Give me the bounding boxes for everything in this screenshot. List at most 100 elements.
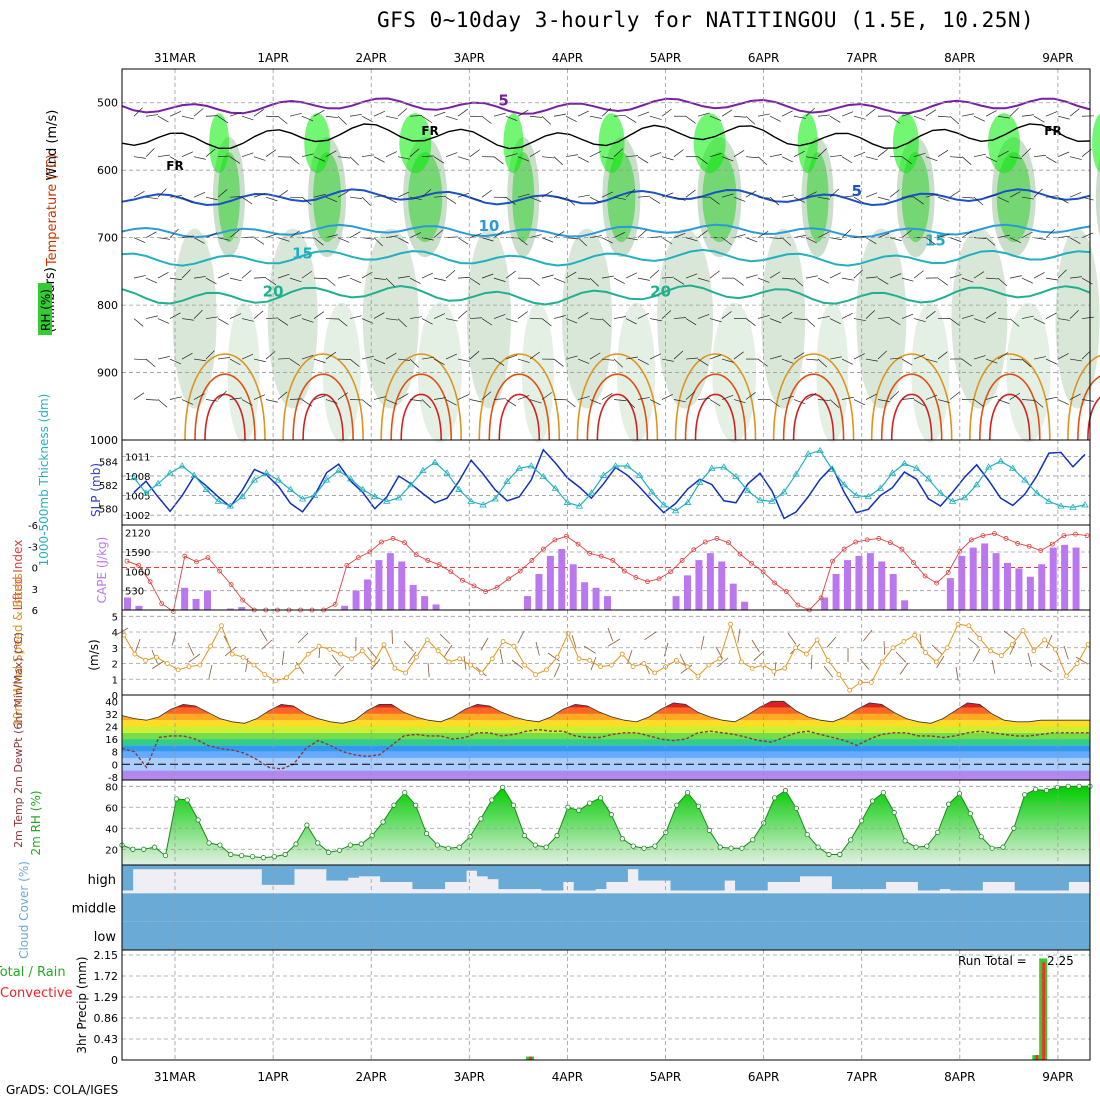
wind-barb [493,156,504,165]
cloud-cell [1079,893,1091,922]
thickness-point [491,495,499,502]
surface-wind-barb [370,658,381,671]
wind-barb [865,156,878,161]
wind-speed-point [825,657,831,663]
cloud-cell [143,865,155,870]
precip-frame [121,949,1091,1061]
wind-barb [265,233,278,238]
wind-barb [637,156,649,164]
wind-barb [529,351,540,360]
cloud-cell [175,893,187,922]
rh-point [239,852,245,859]
wind-speed-point [890,645,896,651]
rh-point [848,837,854,843]
lifted-index-point [899,546,905,552]
wind-speed-point [868,680,874,685]
surface-wind-barb [936,655,945,669]
cape-bar [901,600,909,610]
wind-barb [421,155,434,158]
cloud-cell [433,865,446,890]
wind-barb [637,111,650,117]
cloud-cell [466,865,478,871]
surface-wind-barb [931,644,943,655]
surface-wind-barb [967,637,979,648]
wind-barb [709,354,722,360]
wind-tick-label: 0 [112,691,118,702]
wind-barb [397,318,407,328]
cloud-cell [122,893,134,922]
wind-barb [937,399,950,403]
rh-point [695,803,702,809]
wind-barb [673,149,684,157]
wind-barb [553,113,566,117]
cloud-cell [444,893,456,922]
thickness-point [1057,502,1065,509]
cloud-cell [1003,865,1016,882]
wind-barb [217,272,230,279]
cloud-cell [993,893,1005,922]
rh-point [1011,825,1017,831]
cloud-cell [778,865,790,882]
wind-barb [781,311,793,319]
cloud-cell [369,865,381,877]
wind-barb [769,196,780,206]
thickness-point [142,489,150,496]
cloud-cell [1046,865,1059,891]
wind-barb [145,399,159,401]
wind-speed-point [424,637,430,643]
cloud-cell [530,865,542,890]
wind-barb [841,277,854,281]
wind-barb [181,352,193,360]
wind-barb [1021,196,1034,200]
wind-speed-point [175,667,181,673]
wind-barb [361,154,374,158]
wind-barb [505,318,518,323]
wind-barb [637,277,650,281]
thickness-point [286,485,295,492]
cape-bar [866,553,874,610]
precip-tick-label: 2.15 [94,949,119,962]
wind-speed-point [403,670,409,676]
wind-barb [961,113,974,117]
rh-point [837,851,843,858]
temperature-band [122,726,1090,733]
thickness-point [611,462,620,469]
wind-barb [1021,358,1032,368]
lifted-index-point [506,576,512,582]
wind-barb [553,231,565,238]
lifted-index-point [540,546,546,552]
wind-speed-point [652,670,658,676]
wind-barb [241,318,254,322]
wind-barb [169,396,182,400]
wind-barb [373,110,386,117]
wind-barb [601,107,612,117]
wind-barb [781,237,792,246]
wind-barb [877,196,890,201]
temperature-line [121,700,1090,724]
wind-barb [865,276,878,279]
thickness-point [238,492,247,500]
cloud-cell [692,865,704,891]
wind-barb [481,318,493,326]
wind-barb [937,149,949,157]
cape-bar [821,597,829,610]
surface-wind-barb [208,664,213,679]
cloud-cell [444,865,456,882]
wind-barb [997,352,1009,360]
wind-barb [745,274,758,279]
cape-bar [432,604,440,610]
wind-barb [517,156,530,162]
wind-barb [1045,111,1058,117]
wind-barb [277,391,288,400]
wind-barb [613,358,624,368]
wind-barb [877,399,890,402]
isotherm-loop [684,373,747,441]
thickness-point [322,476,331,483]
wind-barb [349,358,360,367]
thickness-point [419,466,427,474]
wind-barb [265,196,278,202]
wind-speed-point [998,653,1004,659]
isotherm-loop [204,393,246,441]
wind-barb [961,358,972,367]
cloud-cell [724,865,736,881]
